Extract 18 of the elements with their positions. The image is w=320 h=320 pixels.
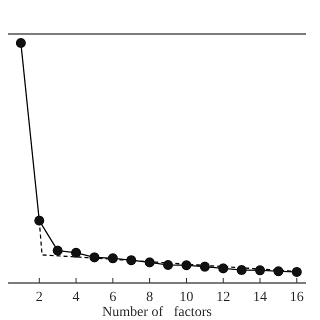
x-tick-label: 14: [253, 290, 268, 305]
point: [52, 246, 63, 256]
point: [144, 257, 155, 268]
point: [200, 262, 210, 272]
point: [255, 265, 266, 276]
x-axis-title: Number of factors: [102, 305, 212, 320]
x-tick-label: 8: [146, 290, 154, 305]
point: [71, 248, 82, 258]
x-tick-label: 2: [36, 290, 43, 305]
x-tick-label: 16: [290, 290, 304, 305]
point: [16, 38, 26, 48]
x-tick-label: 10: [179, 290, 194, 305]
x-tick-label: 12: [216, 290, 230, 305]
point: [292, 266, 302, 277]
x-tick-label: 4: [72, 290, 80, 305]
x-tick-label: 6: [109, 290, 116, 305]
point: [89, 252, 100, 262]
point: [34, 216, 44, 226]
